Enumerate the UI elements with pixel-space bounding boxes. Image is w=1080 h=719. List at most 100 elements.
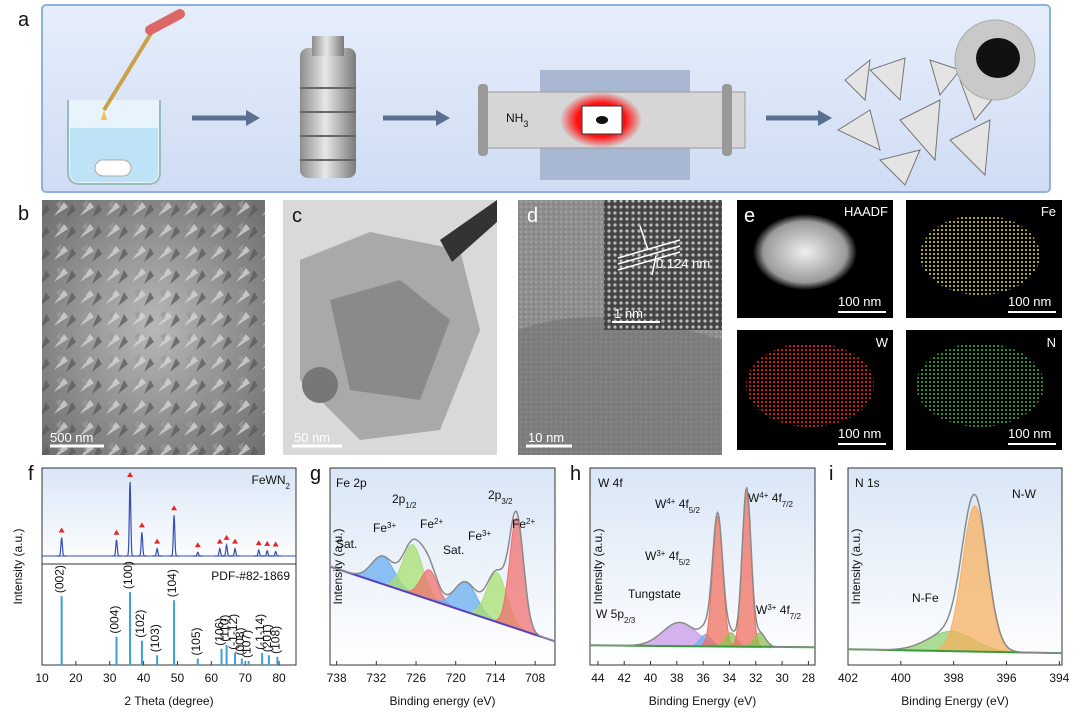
- scale-label: 100 nm: [1008, 426, 1051, 441]
- peak-annotation: W3+ 4f7/2: [756, 603, 801, 621]
- x-axis-label: Binding Energy (eV): [649, 694, 756, 708]
- x-tick-label: 36: [696, 671, 710, 685]
- label-part: 3+: [656, 549, 665, 558]
- tem-flake: [330, 280, 450, 400]
- label-part: 4+: [666, 497, 675, 506]
- tem-grid: [440, 200, 497, 262]
- scale-label: 100 nm: [838, 426, 881, 441]
- scale-label: 100 nm: [838, 294, 881, 309]
- x-tick-label: 714: [485, 671, 505, 685]
- hrtem-region: [518, 317, 722, 455]
- hkl-label: (008): [233, 628, 247, 656]
- powder: [976, 38, 1020, 78]
- scale-label: 10 nm: [528, 430, 564, 445]
- map-label: Fe: [1041, 204, 1056, 219]
- panel-c: c 50 nm: [283, 200, 497, 455]
- peak-marker: [232, 538, 239, 544]
- peak-marker: [194, 542, 201, 548]
- xrd-peak: [270, 550, 281, 557]
- peak-annotation: W3+ 4f5/2: [645, 549, 690, 567]
- x-tick-label: 40: [137, 671, 151, 685]
- label-part: W: [748, 491, 760, 505]
- peak-annotation: W 5p2/3: [596, 607, 636, 625]
- x-tick-label: 50: [171, 671, 185, 685]
- sem-texture: [42, 200, 265, 455]
- peak-marker: [255, 540, 262, 546]
- label-part: Fe: [420, 517, 434, 531]
- scale-label: 50 nm: [294, 430, 330, 445]
- x-tick-label: 20: [69, 671, 83, 685]
- x-tick-label: 70: [239, 671, 253, 685]
- panel-e: e HAADF Fe W N 100 nm 100 nm 100 nm 100 …: [737, 200, 1062, 450]
- spacing-arrows: [639, 225, 657, 276]
- x-tick-label: 10: [35, 671, 49, 685]
- reference-label: PDF-#82-1869: [211, 569, 290, 583]
- label-part: 1/2: [405, 501, 417, 510]
- peak-marker: [223, 534, 230, 540]
- x-tick-label: 732: [366, 671, 386, 685]
- x-tick-label: 44: [591, 671, 605, 685]
- peak-annotation: N-W: [1012, 487, 1037, 501]
- label-part: Fe: [468, 529, 482, 543]
- x-tick-label: 38: [670, 671, 684, 685]
- scale-label: 1 nm: [614, 306, 643, 321]
- panel-letter: a: [18, 9, 30, 31]
- peak-marker: [272, 541, 279, 547]
- scale-label: 100 nm: [1008, 294, 1051, 309]
- map-label: HAADF: [844, 204, 888, 219]
- autoclave: [300, 36, 356, 178]
- panel-letter: c: [292, 205, 302, 227]
- label-part: 4f: [768, 491, 782, 505]
- x-tick-label: 32: [749, 671, 763, 685]
- xrd-peak: [136, 532, 147, 557]
- x-tick-label: 34: [723, 671, 737, 685]
- haadf-particle: [753, 214, 857, 290]
- peak-marker: [154, 538, 161, 544]
- map-label: N: [1047, 335, 1056, 350]
- fit-envelope: [329, 510, 556, 643]
- map-label: W: [876, 335, 889, 350]
- peak-marker: [264, 540, 271, 546]
- label-part: 3+: [767, 603, 776, 612]
- panel-d: d 0.124 nm 1 nm 10 nm: [518, 200, 722, 455]
- arrow-head: [436, 110, 450, 126]
- label-part: 2/3: [624, 616, 636, 625]
- tube-furnace: NH3: [478, 70, 746, 180]
- x-axis-label: Binding Energy (eV): [901, 694, 1008, 708]
- peak-annotation: Tungstate: [628, 587, 681, 601]
- peak-annotation: N-Fe: [912, 591, 939, 605]
- label-part: 5/2: [689, 506, 701, 515]
- hkl-label: (-1-12): [226, 614, 240, 650]
- peak-annotation: 2p1/2: [392, 492, 417, 510]
- peak-annotation: W4+ 4f5/2: [655, 497, 700, 515]
- label-part: 4+: [759, 491, 768, 500]
- y-axis-label: Intensity (a.u.): [11, 528, 25, 604]
- hkl-label: (110): [218, 615, 232, 642]
- x-tick-label: 398: [944, 671, 964, 685]
- x-tick-label: 720: [446, 671, 466, 685]
- lattice-inset: [604, 200, 722, 330]
- hkl-label: (108): [268, 626, 282, 654]
- hkl-label: (106): [212, 618, 226, 646]
- y-axis-label: Intensity (a.u.): [591, 528, 605, 604]
- x-axis-label: Binding energy (eV): [389, 694, 495, 708]
- panel-letter: f: [28, 463, 34, 485]
- x-tick-label: 396: [997, 671, 1017, 685]
- chart-title: Fe 2p: [336, 476, 367, 490]
- x-tick-label: 726: [406, 671, 426, 685]
- label-part: 3+: [482, 529, 491, 538]
- label-part: 4f: [665, 549, 679, 563]
- x-tick-label: 80: [272, 671, 286, 685]
- label-part: W: [655, 497, 667, 511]
- x-tick-label: 394: [1049, 671, 1069, 685]
- hkl-label: (104): [165, 569, 179, 597]
- peak-annotation: Fe2+: [512, 517, 535, 532]
- xrd-peak: [169, 515, 180, 557]
- fit-envelope: [590, 485, 815, 649]
- panel-letter: i: [829, 463, 833, 485]
- panel-letter: d: [527, 205, 538, 227]
- xrd-peak: [111, 539, 122, 557]
- label-part: 2p: [392, 492, 406, 506]
- hkl-label: (105): [189, 628, 203, 656]
